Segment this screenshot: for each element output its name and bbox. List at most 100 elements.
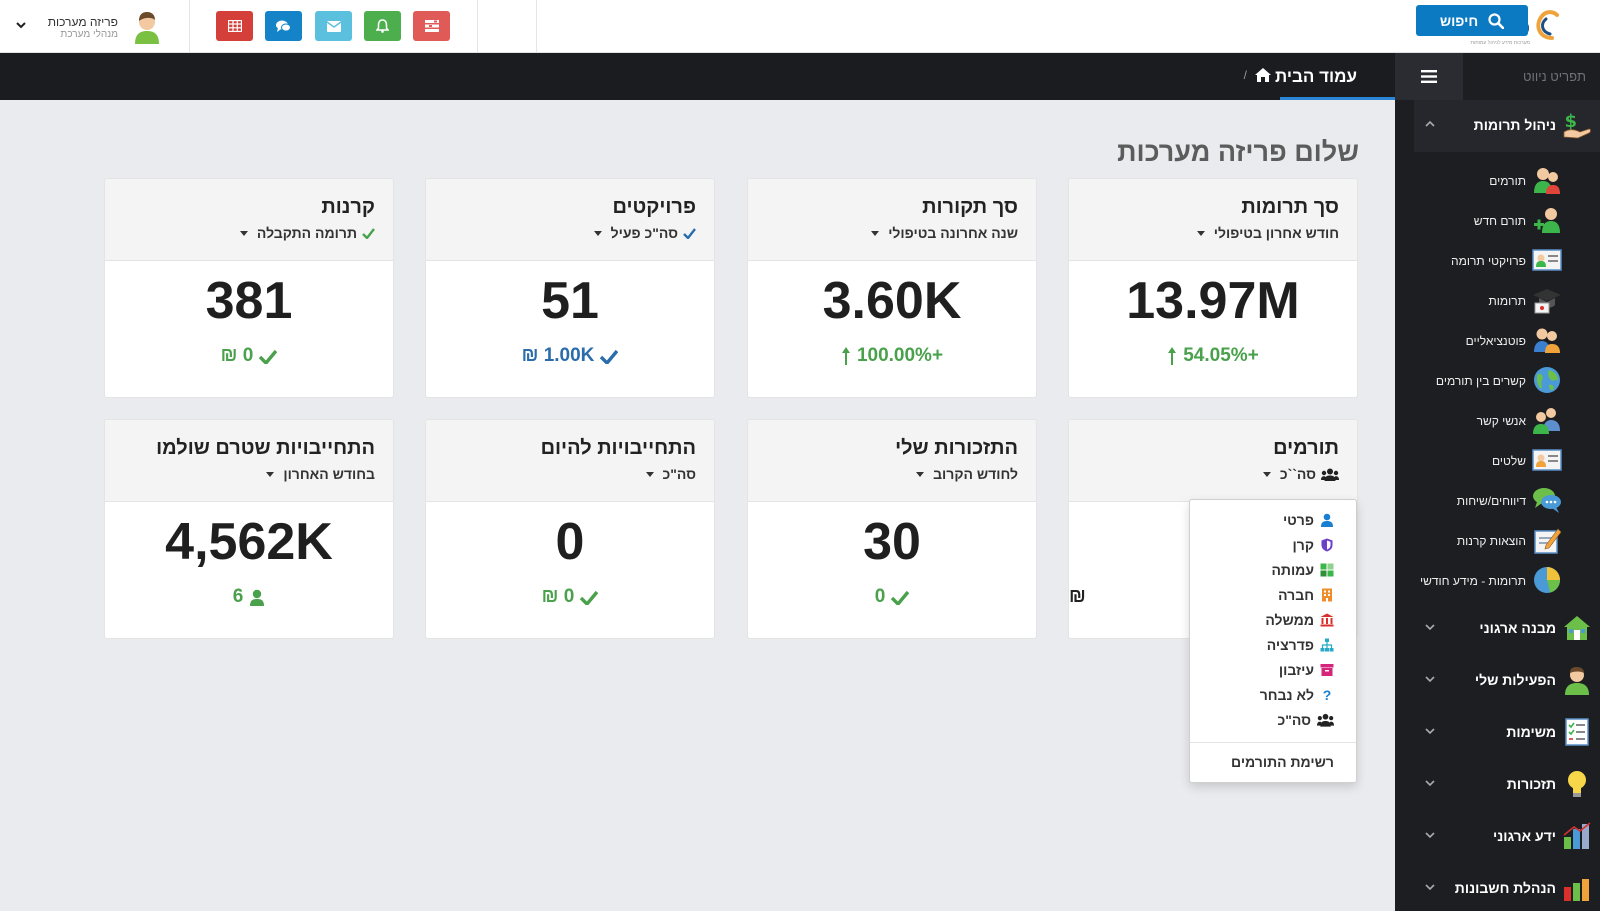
cubes-icon [1320,563,1334,577]
check-icon [580,590,599,605]
card-period-dropdown[interactable]: לחודש הקרוב [916,466,1018,482]
question-icon: ? [1322,687,1332,703]
kpi-card-my-reminders: התזכורות שלי לחודש הקרוב 30 0 [747,419,1037,639]
kpi-card-total-donations: סך תרומות חודש אחרון בטיפולי 13.97M +54.… [1068,178,1358,398]
dropdown-item-label: עיזבון [1278,662,1314,678]
chevron-down-icon [1425,728,1435,735]
sidebar-group-accounting[interactable]: הנהלת חשבונות [1414,863,1600,911]
page-title: עמוד הבית [1275,53,1377,100]
card-stat-text: 0 ₪ [541,586,575,607]
sidebar-item-prospects[interactable]: פוטנציאליים [1414,320,1600,360]
dropdown-item-federation[interactable]: פדרציה [1267,634,1334,656]
user-icon [1321,513,1333,527]
card-period-dropdown[interactable]: סה"כ [645,466,696,482]
top-bar: פריזה מערכות מידע לניהול עמותות חיפוש פר… [0,0,1600,53]
sidebar-toggle-button[interactable] [1395,53,1463,100]
building-icon [1322,588,1332,602]
card-period-dropdown[interactable]: חודש אחרון בטיפולי [1196,225,1339,241]
sidebar-group-label: תזכורות [1506,776,1556,792]
sidebar-item-donations[interactable]: תרומות [1414,280,1600,320]
donors-icon [1534,168,1560,194]
dropdown-item-private[interactable]: פרטי [1283,509,1334,531]
card-subtitle: סה"כ פעיל [610,225,678,241]
lightbulb-icon [1568,771,1586,797]
sidebar-item-signs[interactable]: שלטים [1414,440,1600,480]
caret-down-icon [593,230,602,236]
sidebar-group-org-structure[interactable]: מבנה ארגוני [1414,603,1600,655]
sidebar-item-new-donor[interactable]: תורם חדש [1414,200,1600,240]
chevron-down-icon[interactable] [14,18,28,32]
sidebar-item-contacts[interactable]: אנשי קשר [1414,400,1600,440]
sidebar-item-label: תורם חדש [1473,214,1526,228]
card-stat: ₪ [1069,586,1357,608]
tasks-icon [424,20,439,32]
search-button[interactable]: חיפוש [1416,5,1528,36]
chevron-down-icon [1425,676,1435,683]
sidebar-group-reminders[interactable]: תזכורות [1414,759,1600,811]
card-title: סך תרומות [1241,196,1339,218]
sidebar-group-knowledge[interactable]: ידע ארגוני [1414,811,1600,863]
sidebar-item-reports[interactable]: דיווחים/שיחות [1414,480,1600,520]
dropdown-item-estate[interactable]: עיזבון [1279,659,1334,681]
dropdown-item-total[interactable]: סה"כ [1278,709,1334,731]
dropdown-item-fund[interactable]: קרן [1293,534,1334,556]
svg-text:$: $ [1564,111,1577,132]
id-card-icon [1532,249,1562,271]
sidebar-item-donor-relations[interactable]: קשרים בין תורמים [1414,360,1600,400]
sidebar-item-donors[interactable]: תורמים [1414,160,1600,200]
check-icon [600,349,619,364]
dropdown-item-label: סה"כ [1277,712,1311,728]
dropdown-item-nonprofit[interactable]: עמותה [1271,559,1334,581]
table-button[interactable] [216,11,253,41]
card-stat-text: ₪ [1069,586,1086,607]
card-title: התחייבויות להיום [540,437,696,459]
card-type-dropdown[interactable]: סה``כ [1262,466,1339,482]
card-value: 3.60K [822,272,962,330]
sidebar-group-donations[interactable]: $ ניהול תרומות [1414,100,1600,152]
house-icon [1564,616,1590,640]
sidebar-item-label: תרומות [1488,294,1526,308]
sidebar-group-label: ידע ארגוני [1492,828,1556,844]
dropdown-item-government[interactable]: ממשלה [1265,609,1334,631]
sidebar-item-monthly-donations[interactable]: תרומות - מידע חודשי [1414,560,1600,600]
donors-list-link[interactable]: רשימת התורמים [1231,754,1334,770]
sitemap-icon [1320,638,1334,652]
chevron-down-icon [1425,780,1435,787]
tasks-button[interactable] [413,11,450,41]
sidebar: תפריט ניווט $ ניהול תרומות תורמים תורם ח… [1395,53,1600,911]
search-label: חיפוש [1439,12,1479,29]
card-header: סך תקורות שנה אחרונה בטיפולי [748,179,1036,261]
card-period-dropdown[interactable]: שנה אחרונה בטיפולי [871,225,1018,241]
dropdown-item-label: ממשלה [1265,612,1314,628]
chat-button[interactable] [265,11,302,41]
card-stat-text: +54.05% [1183,345,1259,366]
sidebar-item-fund-expenses[interactable]: הוצאות קרנות [1414,520,1600,560]
person-icon [1565,667,1589,695]
dropdown-item-company[interactable]: חברה [1278,584,1334,606]
card-stat: +100.00% [748,345,1036,367]
caret-down-icon [239,230,248,236]
notifications-button[interactable] [364,11,401,41]
card-value: 30 [863,513,921,571]
user-menu[interactable]: פריזה מערכות מנהלי מערכת [0,0,188,52]
shield-icon [1321,538,1333,552]
messages-button[interactable] [315,11,352,41]
dropdown-item-not-selected[interactable]: ? לא נבחר [1260,684,1334,706]
card-stat: +54.05% [1069,345,1357,367]
users-icon [1317,713,1334,727]
card-header: התחייבויות להיום סה"כ [426,420,714,502]
sidebar-group-my-activity[interactable]: הפעילות שלי [1414,655,1600,707]
card-period-dropdown[interactable]: תרומה התקבלה [239,225,375,241]
sidebar-item-projects[interactable]: פרויקטי תרומה [1414,240,1600,280]
card-subtitle: סה"כ [662,466,696,482]
caret-down-icon [266,471,275,477]
card-period-dropdown[interactable]: סה"כ פעיל [593,225,696,241]
home-icon[interactable] [1254,67,1272,83]
card-period-dropdown[interactable]: בחודש האחרון [266,466,375,482]
greeting-title: שלום פריזה מערכות [1117,137,1359,167]
archive-icon [1320,664,1334,676]
sidebar-group-tasks[interactable]: משימות [1414,707,1600,759]
card-stat: 1.00K ₪ [426,345,714,367]
expense-icon [1534,528,1562,554]
card-value: 4,562K [165,513,333,571]
